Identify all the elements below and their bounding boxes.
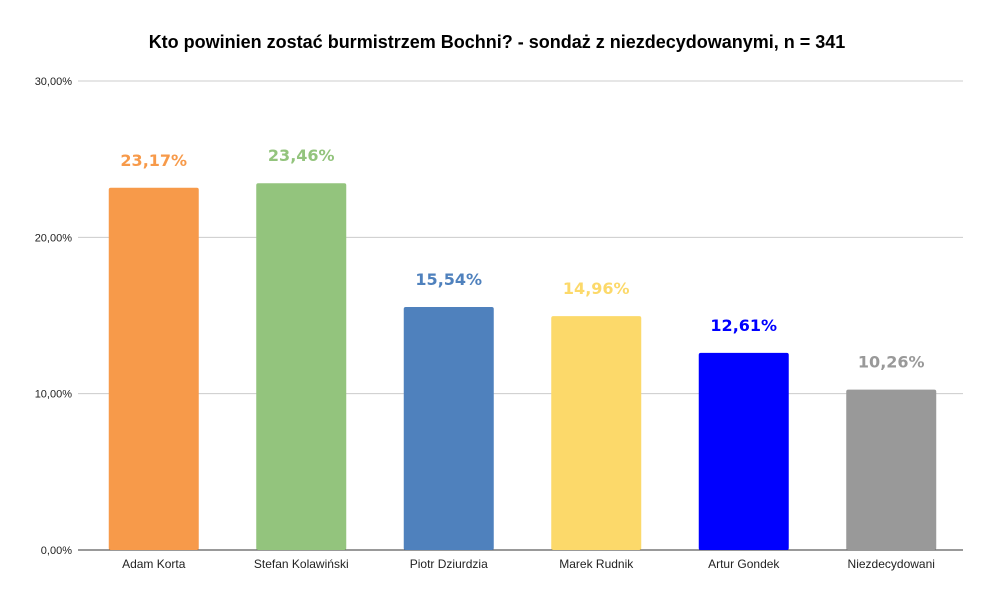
y-tick-label: 10,00% <box>35 389 73 401</box>
bar <box>846 389 937 550</box>
bar <box>108 187 199 550</box>
bar <box>698 352 789 550</box>
data-label: 14,96% <box>563 279 630 298</box>
x-tick-label: Piotr Dziurdzia <box>410 557 488 571</box>
x-tick-label: Stefan Kolawiński <box>254 557 349 571</box>
data-label: 15,54% <box>415 270 482 289</box>
chart-title: Kto powinien zostać burmistrzem Bochni? … <box>148 32 846 52</box>
data-label: 23,46% <box>268 146 335 165</box>
bar <box>551 316 642 550</box>
x-tick-label: Marek Rudnik <box>559 557 634 571</box>
y-tick-label: 20,00% <box>35 232 73 244</box>
data-label: 23,17% <box>120 151 187 170</box>
data-label: 10,26% <box>858 353 925 372</box>
bar <box>256 183 347 550</box>
data-label: 12,61% <box>710 316 777 335</box>
bar <box>403 307 494 550</box>
y-tick-label: 0,00% <box>41 545 72 557</box>
x-tick-label: Adam Korta <box>122 557 186 571</box>
x-tick-label: Niezdecydowani <box>848 557 935 571</box>
x-tick-label: Artur Gondek <box>708 557 780 571</box>
y-tick-label: 30,00% <box>35 76 73 88</box>
